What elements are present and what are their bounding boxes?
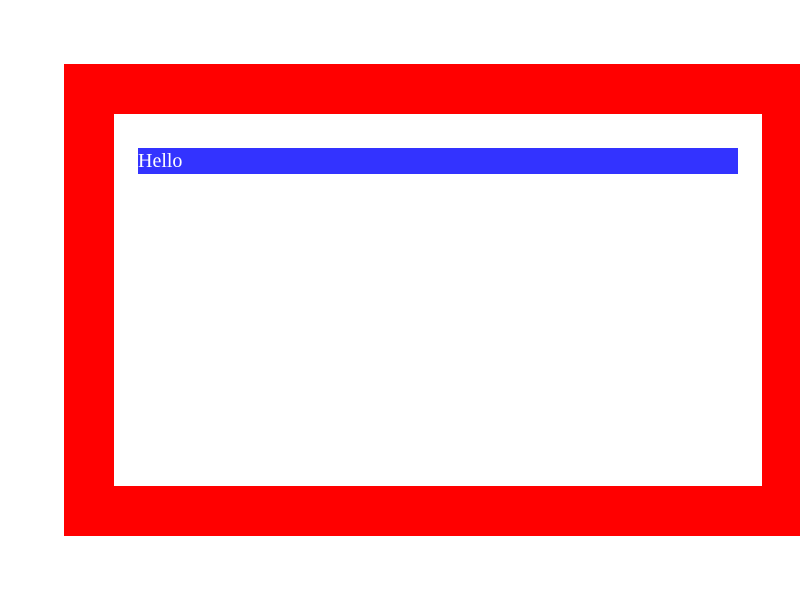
hello-banner: Hello [138, 148, 738, 174]
hello-text: Hello [138, 150, 183, 172]
outer-red-frame: Hello [64, 64, 800, 536]
content-area: Hello [114, 114, 762, 486]
